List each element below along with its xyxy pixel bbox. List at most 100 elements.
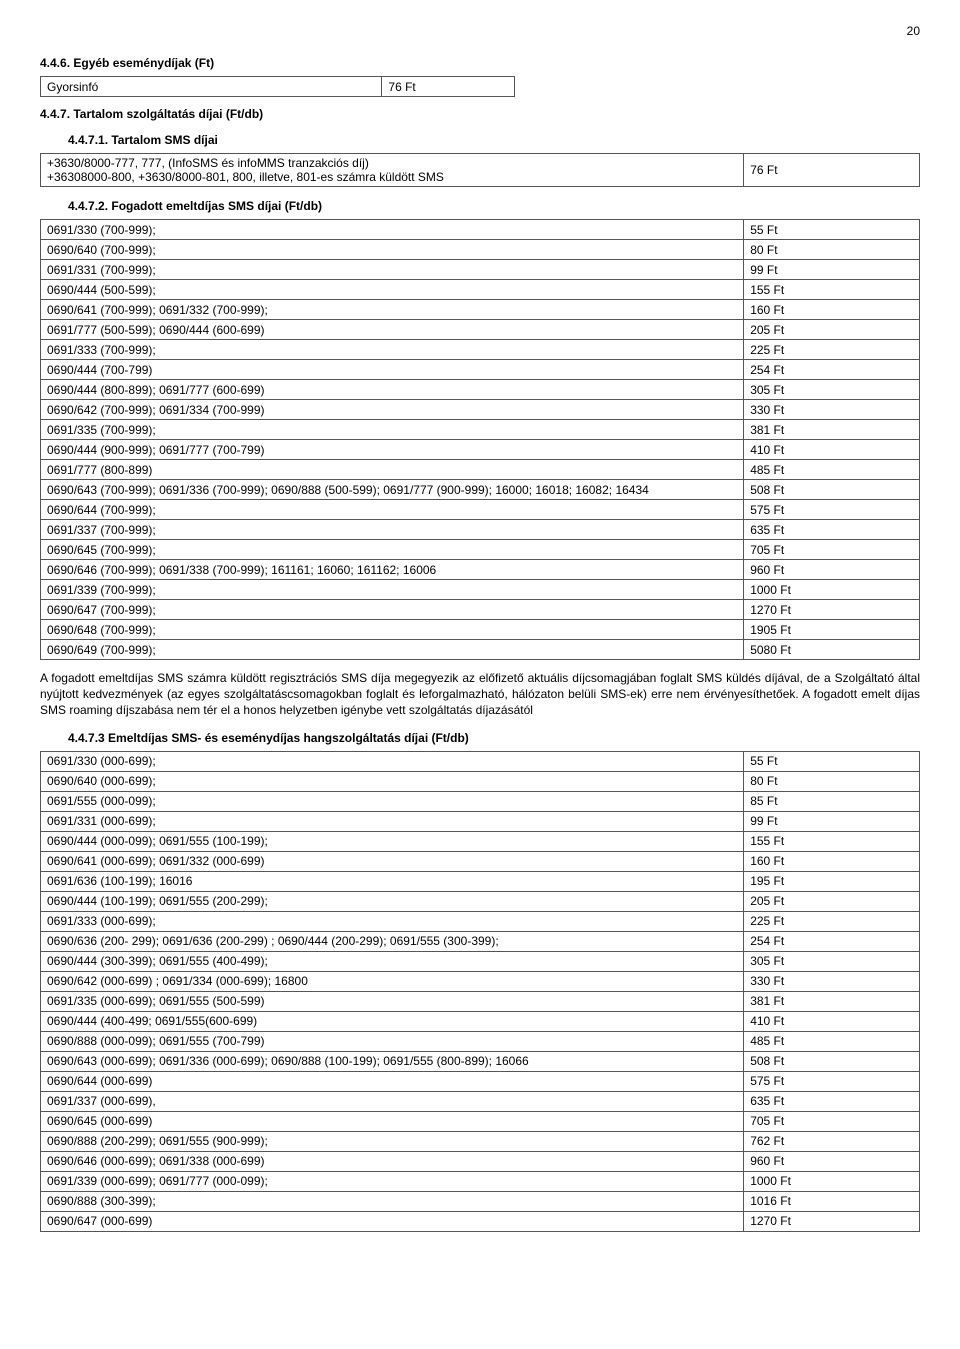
cell-value: 1000 Ft [744,1171,920,1191]
table-row: 0691/330 (000-699);55 Ft [41,751,920,771]
note-4472: A fogadott emeltdíjas SMS számra küldött… [40,670,920,719]
cell-label: 0690/444 (700-799) [41,360,744,380]
table-row: 0690/641 (000-699); 0691/332 (000-699)16… [41,851,920,871]
cell-label: 0690/649 (700-999); [41,640,744,660]
table-row: 0690/636 (200- 299); 0691/636 (200-299) … [41,931,920,951]
cell-value: 76 Ft [382,77,515,97]
cell-value: 305 Ft [744,380,920,400]
cell-value: 960 Ft [744,560,920,580]
cell-label: 0690/444 (500-599); [41,280,744,300]
heading-4473: 4.4.7.3 Emeltdíjas SMS- és eseménydíjas … [68,731,920,745]
table-row: 0690/640 (700-999);80 Ft [41,240,920,260]
cell-label: 0690/643 (700-999); 0691/336 (700-999); … [41,480,744,500]
cell-value: 635 Ft [744,520,920,540]
table-row: 0690/643 (700-999); 0691/336 (700-999); … [41,480,920,500]
table-446: Gyorsinfó76 Ft [40,76,515,97]
cell-label: 0691/636 (100-199); 16016 [41,871,744,891]
table-row: 0690/642 (700-999); 0691/334 (700-999)33… [41,400,920,420]
cell-label: Gyorsinfó [41,77,382,97]
cell-value: 225 Ft [744,911,920,931]
table-row: 0690/645 (000-699)705 Ft [41,1111,920,1131]
cell-value: 99 Ft [744,260,920,280]
cell-label: 0691/331 (000-699); [41,811,744,831]
table-row: 0690/444 (100-199); 0691/555 (200-299);2… [41,891,920,911]
table-row: 0690/647 (700-999);1270 Ft [41,600,920,620]
cell-value: 55 Ft [744,220,920,240]
cell-value: 330 Ft [744,400,920,420]
cell-label: 0690/642 (700-999); 0691/334 (700-999) [41,400,744,420]
table-row: 0691/777 (800-899)485 Ft [41,460,920,480]
cell-label: 0690/641 (000-699); 0691/332 (000-699) [41,851,744,871]
cell-value: 508 Ft [744,480,920,500]
heading-447: 4.4.7. Tartalom szolgáltatás díjai (Ft/d… [40,107,920,121]
cell-label: 0690/642 (000-699) ; 0691/334 (000-699);… [41,971,744,991]
cell-value: 80 Ft [744,240,920,260]
cell-label: 0691/339 (000-699); 0691/777 (000-099); [41,1171,744,1191]
cell-value: 381 Ft [744,420,920,440]
cell-label: 0690/444 (000-099); 0691/555 (100-199); [41,831,744,851]
table-row: 0691/555 (000-099);85 Ft [41,791,920,811]
cell-value: 5080 Ft [744,640,920,660]
table-row: 0691/335 (700-999);381 Ft [41,420,920,440]
cell-label: 0690/444 (300-399); 0691/555 (400-499); [41,951,744,971]
cell-label: 0691/333 (000-699); [41,911,744,931]
cell-label: 0690/644 (700-999); [41,500,744,520]
cell-label: +3630/8000-777, 777, (InfoSMS és infoMMS… [41,154,744,187]
cell-value: 1905 Ft [744,620,920,640]
table-row: 0690/646 (700-999); 0691/338 (700-999); … [41,560,920,580]
table-row: 0691/330 (700-999);55 Ft [41,220,920,240]
cell-label: 0691/335 (000-699); 0691/555 (500-599) [41,991,744,1011]
cell-value: 960 Ft [744,1151,920,1171]
cell-value: 80 Ft [744,771,920,791]
cell-value: 254 Ft [744,931,920,951]
cell-value: 55 Ft [744,751,920,771]
cell-value: 76 Ft [744,154,920,187]
table-row: 0690/644 (000-699)575 Ft [41,1071,920,1091]
cell-label: 0691/555 (000-099); [41,791,744,811]
cell-label: 0690/640 (700-999); [41,240,744,260]
heading-4472: 4.4.7.2. Fogadott emeltdíjas SMS díjai (… [68,199,920,213]
table-row: 0691/335 (000-699); 0691/555 (500-599)38… [41,991,920,1011]
cell-label: 0690/645 (700-999); [41,540,744,560]
table-row: 0691/331 (000-699);99 Ft [41,811,920,831]
cell-value: 410 Ft [744,1011,920,1031]
table-row: 0691/636 (100-199); 16016195 Ft [41,871,920,891]
cell-label: 0690/643 (000-699); 0691/336 (000-699); … [41,1051,744,1071]
table-4471: +3630/8000-777, 777, (InfoSMS és infoMMS… [40,153,920,187]
table-row: 0690/444 (900-999); 0691/777 (700-799)41… [41,440,920,460]
cell-label: 0690/640 (000-699); [41,771,744,791]
cell-value: 160 Ft [744,851,920,871]
table-row: 0690/444 (800-899); 0691/777 (600-699)30… [41,380,920,400]
cell-value: 254 Ft [744,360,920,380]
table-row: 0690/646 (000-699); 0691/338 (000-699)96… [41,1151,920,1171]
cell-label: 0690/444 (900-999); 0691/777 (700-799) [41,440,744,460]
table-row: 0690/444 (000-099); 0691/555 (100-199);1… [41,831,920,851]
cell-value: 99 Ft [744,811,920,831]
cell-value: 225 Ft [744,340,920,360]
cell-value: 508 Ft [744,1051,920,1071]
cell-value: 410 Ft [744,440,920,460]
table-row: 0690/643 (000-699); 0691/336 (000-699); … [41,1051,920,1071]
cell-label: 0691/331 (700-999); [41,260,744,280]
cell-label: 0690/888 (300-399); [41,1191,744,1211]
cell-value: 575 Ft [744,500,920,520]
cell-value: 762 Ft [744,1131,920,1151]
table-row: 0691/339 (700-999);1000 Ft [41,580,920,600]
cell-value: 1000 Ft [744,580,920,600]
table-row: 0690/648 (700-999);1905 Ft [41,620,920,640]
table-row: 0691/333 (000-699);225 Ft [41,911,920,931]
table-row: +3630/8000-777, 777, (InfoSMS és infoMMS… [41,154,920,187]
cell-label: 0690/888 (200-299); 0691/555 (900-999); [41,1131,744,1151]
table-row: 0691/333 (700-999);225 Ft [41,340,920,360]
cell-label: 0691/339 (700-999); [41,580,744,600]
table-4473: 0691/330 (000-699);55 Ft0690/640 (000-69… [40,751,920,1232]
table-row: 0690/444 (300-399); 0691/555 (400-499);3… [41,951,920,971]
cell-value: 1270 Ft [744,600,920,620]
cell-label: 0691/777 (500-599); 0690/444 (600-699) [41,320,744,340]
table-row: 0690/444 (500-599);155 Ft [41,280,920,300]
cell-label: 0690/648 (700-999); [41,620,744,640]
cell-label: 0690/636 (200- 299); 0691/636 (200-299) … [41,931,744,951]
cell-label: 0690/444 (100-199); 0691/555 (200-299); [41,891,744,911]
cell-label: 0690/444 (400-499; 0691/555(600-699) [41,1011,744,1031]
heading-446: 4.4.6. Egyéb eseménydíjak (Ft) [40,56,920,70]
